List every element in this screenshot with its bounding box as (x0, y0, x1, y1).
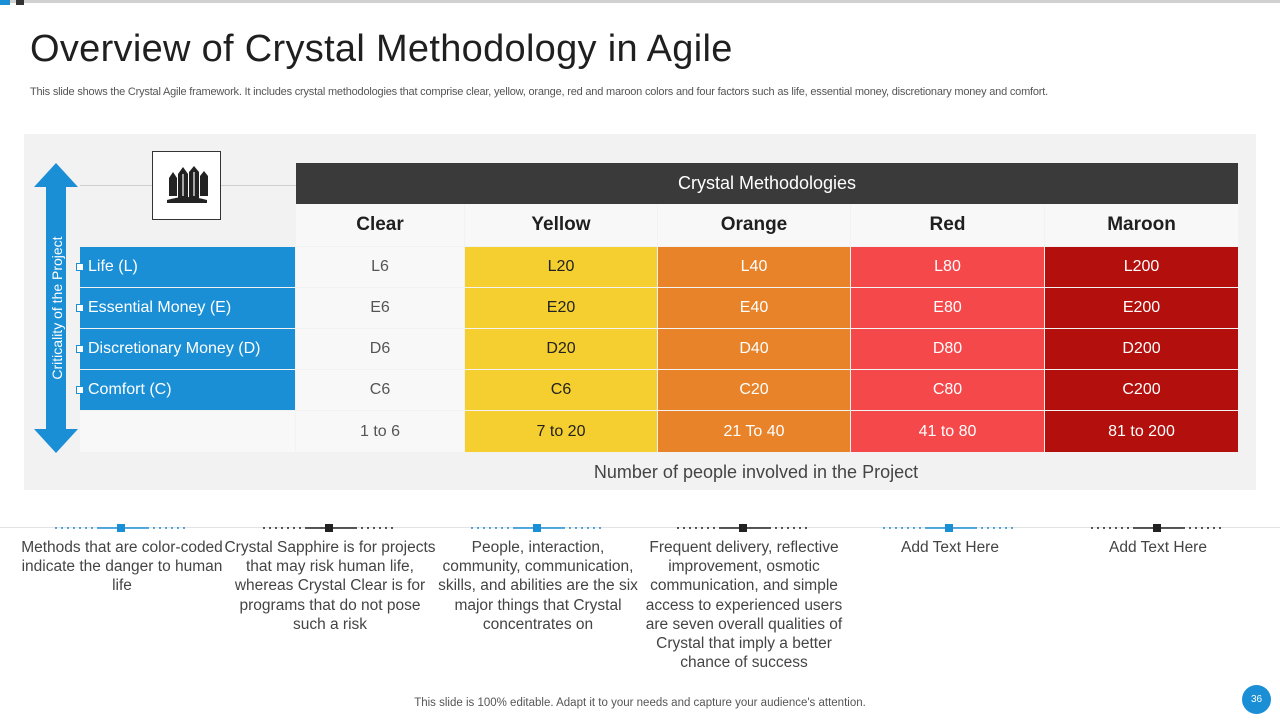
grid-cell: E6 (296, 288, 464, 328)
top-rule (0, 0, 1280, 3)
methodologies-header: Crystal Methodologies (296, 163, 1238, 204)
page-subtitle: This slide shows the Crystal Agile frame… (30, 86, 1048, 98)
criticality-axis-label: Criticality of the Project (49, 236, 65, 380)
crystals-logo (152, 151, 221, 220)
factor-essential-money: Essential Money (E) (76, 288, 295, 328)
grid-cell: C80 (851, 370, 1044, 410)
factor-label: Life (L) (88, 258, 138, 275)
page-title: Overview of Crystal Methodology in Agile (30, 28, 733, 70)
grid-cell: L200 (1045, 247, 1238, 287)
timeline-item-text: Crystal Sapphire is for projects that ma… (224, 539, 436, 633)
double-arrow-icon (34, 163, 78, 453)
timeline-marker-icon (263, 524, 397, 532)
grid-cell: D6 (296, 329, 464, 369)
grid-cell: E40 (658, 288, 850, 328)
factor-blank-row (80, 411, 295, 452)
factor-bullet (76, 386, 84, 394)
column-header-maroon: Maroon (1045, 204, 1238, 246)
grid-cell: L40 (658, 247, 850, 287)
timeline-item-text: Methods that are color-coded indicate th… (21, 539, 223, 595)
grid-cell: 81 to 200 (1045, 411, 1238, 452)
factor-comfort: Comfort (C) (76, 370, 295, 410)
crystals-icon (166, 165, 208, 203)
grid-cell: C6 (465, 370, 657, 410)
column-header-red: Red (851, 204, 1044, 246)
timeline-marker-icon (883, 524, 1017, 532)
grid-cell: 1 to 6 (296, 411, 464, 452)
grid-cell: C6 (296, 370, 464, 410)
timeline-item-text: Add Text Here (1109, 539, 1207, 556)
timeline-item-text: Frequent delivery, reflective improvemen… (645, 539, 843, 672)
timeline-marker-icon (55, 524, 189, 532)
grid-cell: E200 (1045, 288, 1238, 328)
factor-bullet (76, 263, 84, 271)
grid-cell: D20 (465, 329, 657, 369)
page-number-badge: 36 (1242, 685, 1271, 714)
grid-cell: E20 (465, 288, 657, 328)
factor-discretionary-money: Discretionary Money (D) (76, 329, 295, 369)
grid-cell: 7 to 20 (465, 411, 657, 452)
column-header-clear: Clear (296, 204, 464, 246)
footer-note: This slide is 100% editable. Adapt it to… (414, 697, 866, 709)
factor-life: Life (L) (76, 247, 295, 287)
people-involved-label: Number of people involved in the Project (593, 462, 919, 482)
grid-cell: L6 (296, 247, 464, 287)
grid-cell: E80 (851, 288, 1044, 328)
grid-cell: 21 To 40 (658, 411, 850, 452)
grid-cell: D40 (658, 329, 850, 369)
timeline-item-text: Add Text Here (901, 539, 999, 556)
grid-cell: L20 (465, 247, 657, 287)
factor-label: Essential Money (E) (88, 299, 232, 316)
grid-cell: L80 (851, 247, 1044, 287)
factor-bullet (76, 345, 84, 353)
factor-label: Discretionary Money (D) (88, 340, 261, 357)
grid-cell: D80 (851, 329, 1044, 369)
timeline-marker-icon (471, 524, 605, 532)
timeline-baseline (0, 527, 1280, 528)
factor-bullet (76, 304, 84, 312)
grid-cell: C200 (1045, 370, 1238, 410)
timeline-marker-icon (1091, 524, 1225, 532)
grid-cell: D200 (1045, 329, 1238, 369)
top-accent-dark (16, 0, 24, 5)
top-accent-blue (0, 0, 10, 5)
column-header-orange: Orange (658, 204, 850, 246)
column-header-yellow: Yellow (465, 204, 657, 246)
grid-cell: C20 (658, 370, 850, 410)
timeline-item-text: People, interaction, community, communic… (438, 539, 638, 633)
factor-label: Comfort (C) (88, 381, 172, 398)
grid-cell: 41 to 80 (851, 411, 1044, 452)
timeline-marker-icon (677, 524, 811, 532)
